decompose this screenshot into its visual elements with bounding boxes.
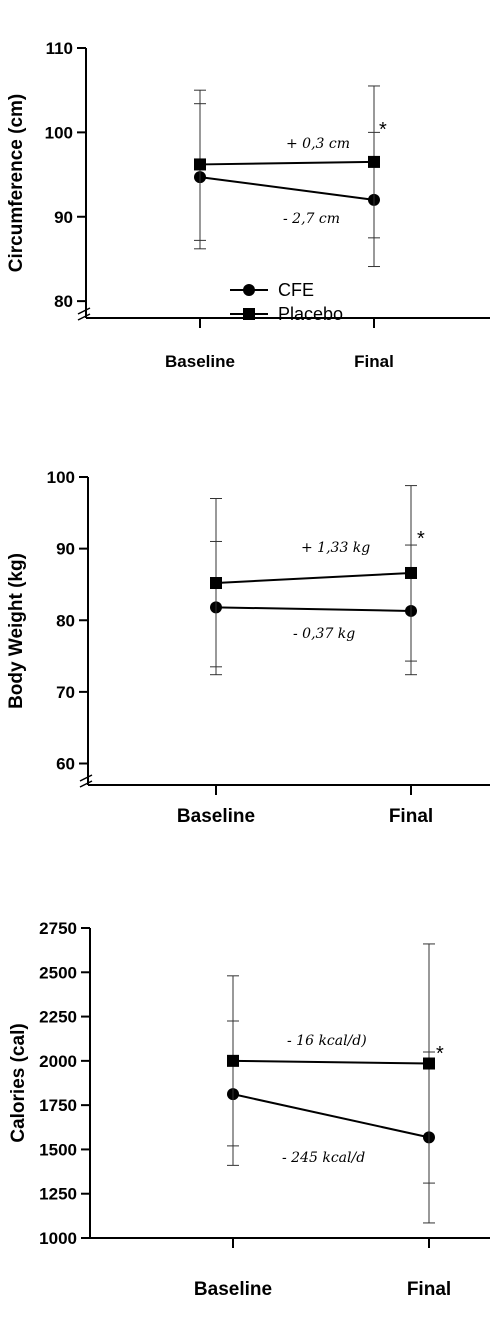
x-tick-label: Final bbox=[407, 1279, 451, 1300]
legend-label: Placebo bbox=[278, 304, 343, 324]
y-tick-label: 60 bbox=[56, 755, 75, 774]
series-line bbox=[215, 571, 412, 585]
y-tick-label: 70 bbox=[56, 683, 75, 702]
y-tick-label: 1250 bbox=[39, 1185, 77, 1204]
series-line bbox=[232, 1059, 430, 1065]
data-point-square bbox=[405, 566, 417, 579]
data-point-square bbox=[210, 577, 222, 590]
y-tick-label: 90 bbox=[56, 540, 75, 559]
series-cfe bbox=[227, 1020, 435, 1224]
data-point-square bbox=[368, 155, 380, 168]
legend-label: CFE bbox=[278, 280, 314, 300]
y-tick-label: 2750 bbox=[39, 919, 77, 938]
axis-break-mark bbox=[77, 307, 91, 315]
series-line bbox=[199, 160, 375, 166]
axis-break-mark bbox=[77, 313, 91, 321]
y-tick-label: 2500 bbox=[39, 963, 77, 982]
y-tick-label: 2250 bbox=[39, 1008, 77, 1027]
x-tick-label: Final bbox=[354, 352, 394, 371]
significance-star: * bbox=[379, 119, 387, 141]
legend: CFE Placebo bbox=[230, 280, 343, 324]
legend-marker-square bbox=[243, 308, 255, 320]
change-annotation: - 2,7 cm bbox=[283, 211, 340, 227]
axis-break-mark bbox=[79, 780, 93, 788]
series-line bbox=[199, 176, 375, 201]
legend-marker-circle bbox=[243, 284, 255, 296]
change-annotation: - 245 kcal/d bbox=[282, 1150, 365, 1166]
change-annotation: + 1,33 kg bbox=[301, 540, 370, 556]
x-tick-label: Baseline bbox=[165, 352, 235, 371]
y-tick-label: 2000 bbox=[39, 1052, 77, 1071]
series-line bbox=[232, 1093, 430, 1139]
change-annotation: - 0,37 kg bbox=[293, 626, 355, 642]
significance-star: * bbox=[436, 1043, 444, 1065]
y-axis-title: Calories (cal) bbox=[8, 1023, 29, 1142]
series-placebo bbox=[194, 85, 380, 250]
series-placebo bbox=[227, 943, 435, 1184]
x-tick-label: Final bbox=[389, 806, 433, 827]
y-axis-title: Body Weight (kg) bbox=[6, 553, 27, 709]
y-tick-label: 110 bbox=[46, 39, 73, 58]
y-tick-label: 100 bbox=[45, 123, 73, 142]
chart-1: 110 100 90 80 Baseline Final Circumference (cm… bbox=[6, 39, 490, 371]
data-point-square bbox=[227, 1054, 239, 1067]
significance-star: * bbox=[417, 528, 425, 550]
series-cfe bbox=[194, 103, 380, 268]
chart-3: 2750 2500 2250 2000 1750 1500 1250 1000 Baseline… bbox=[8, 919, 490, 1300]
y-tick-label: 90 bbox=[54, 208, 73, 227]
y-tick-label: 1500 bbox=[39, 1140, 77, 1159]
y-tick-label: 1750 bbox=[39, 1096, 77, 1115]
series-cfe bbox=[210, 540, 417, 668]
y-tick-label: 80 bbox=[56, 611, 75, 630]
x-tick-label: Baseline bbox=[177, 806, 255, 827]
data-point-square bbox=[194, 158, 206, 171]
axis-break-mark bbox=[79, 774, 93, 782]
series-line bbox=[215, 606, 412, 612]
chart-2: 100 90 80 70 60 Baseline Final Body Weight (kg)… bbox=[6, 468, 490, 827]
y-tick-label: 80 bbox=[54, 292, 73, 311]
change-annotation: + 0,3 cm bbox=[286, 136, 350, 152]
x-tick-label: Baseline bbox=[194, 1279, 272, 1300]
change-annotation: - 16 kcal/d) bbox=[287, 1033, 367, 1049]
y-tick-label: 100 bbox=[47, 468, 75, 487]
series-placebo bbox=[210, 485, 417, 676]
y-tick-label: 1000 bbox=[39, 1229, 77, 1248]
y-axis-title: Circumference (cm) bbox=[6, 94, 27, 272]
data-point-square bbox=[423, 1057, 435, 1070]
